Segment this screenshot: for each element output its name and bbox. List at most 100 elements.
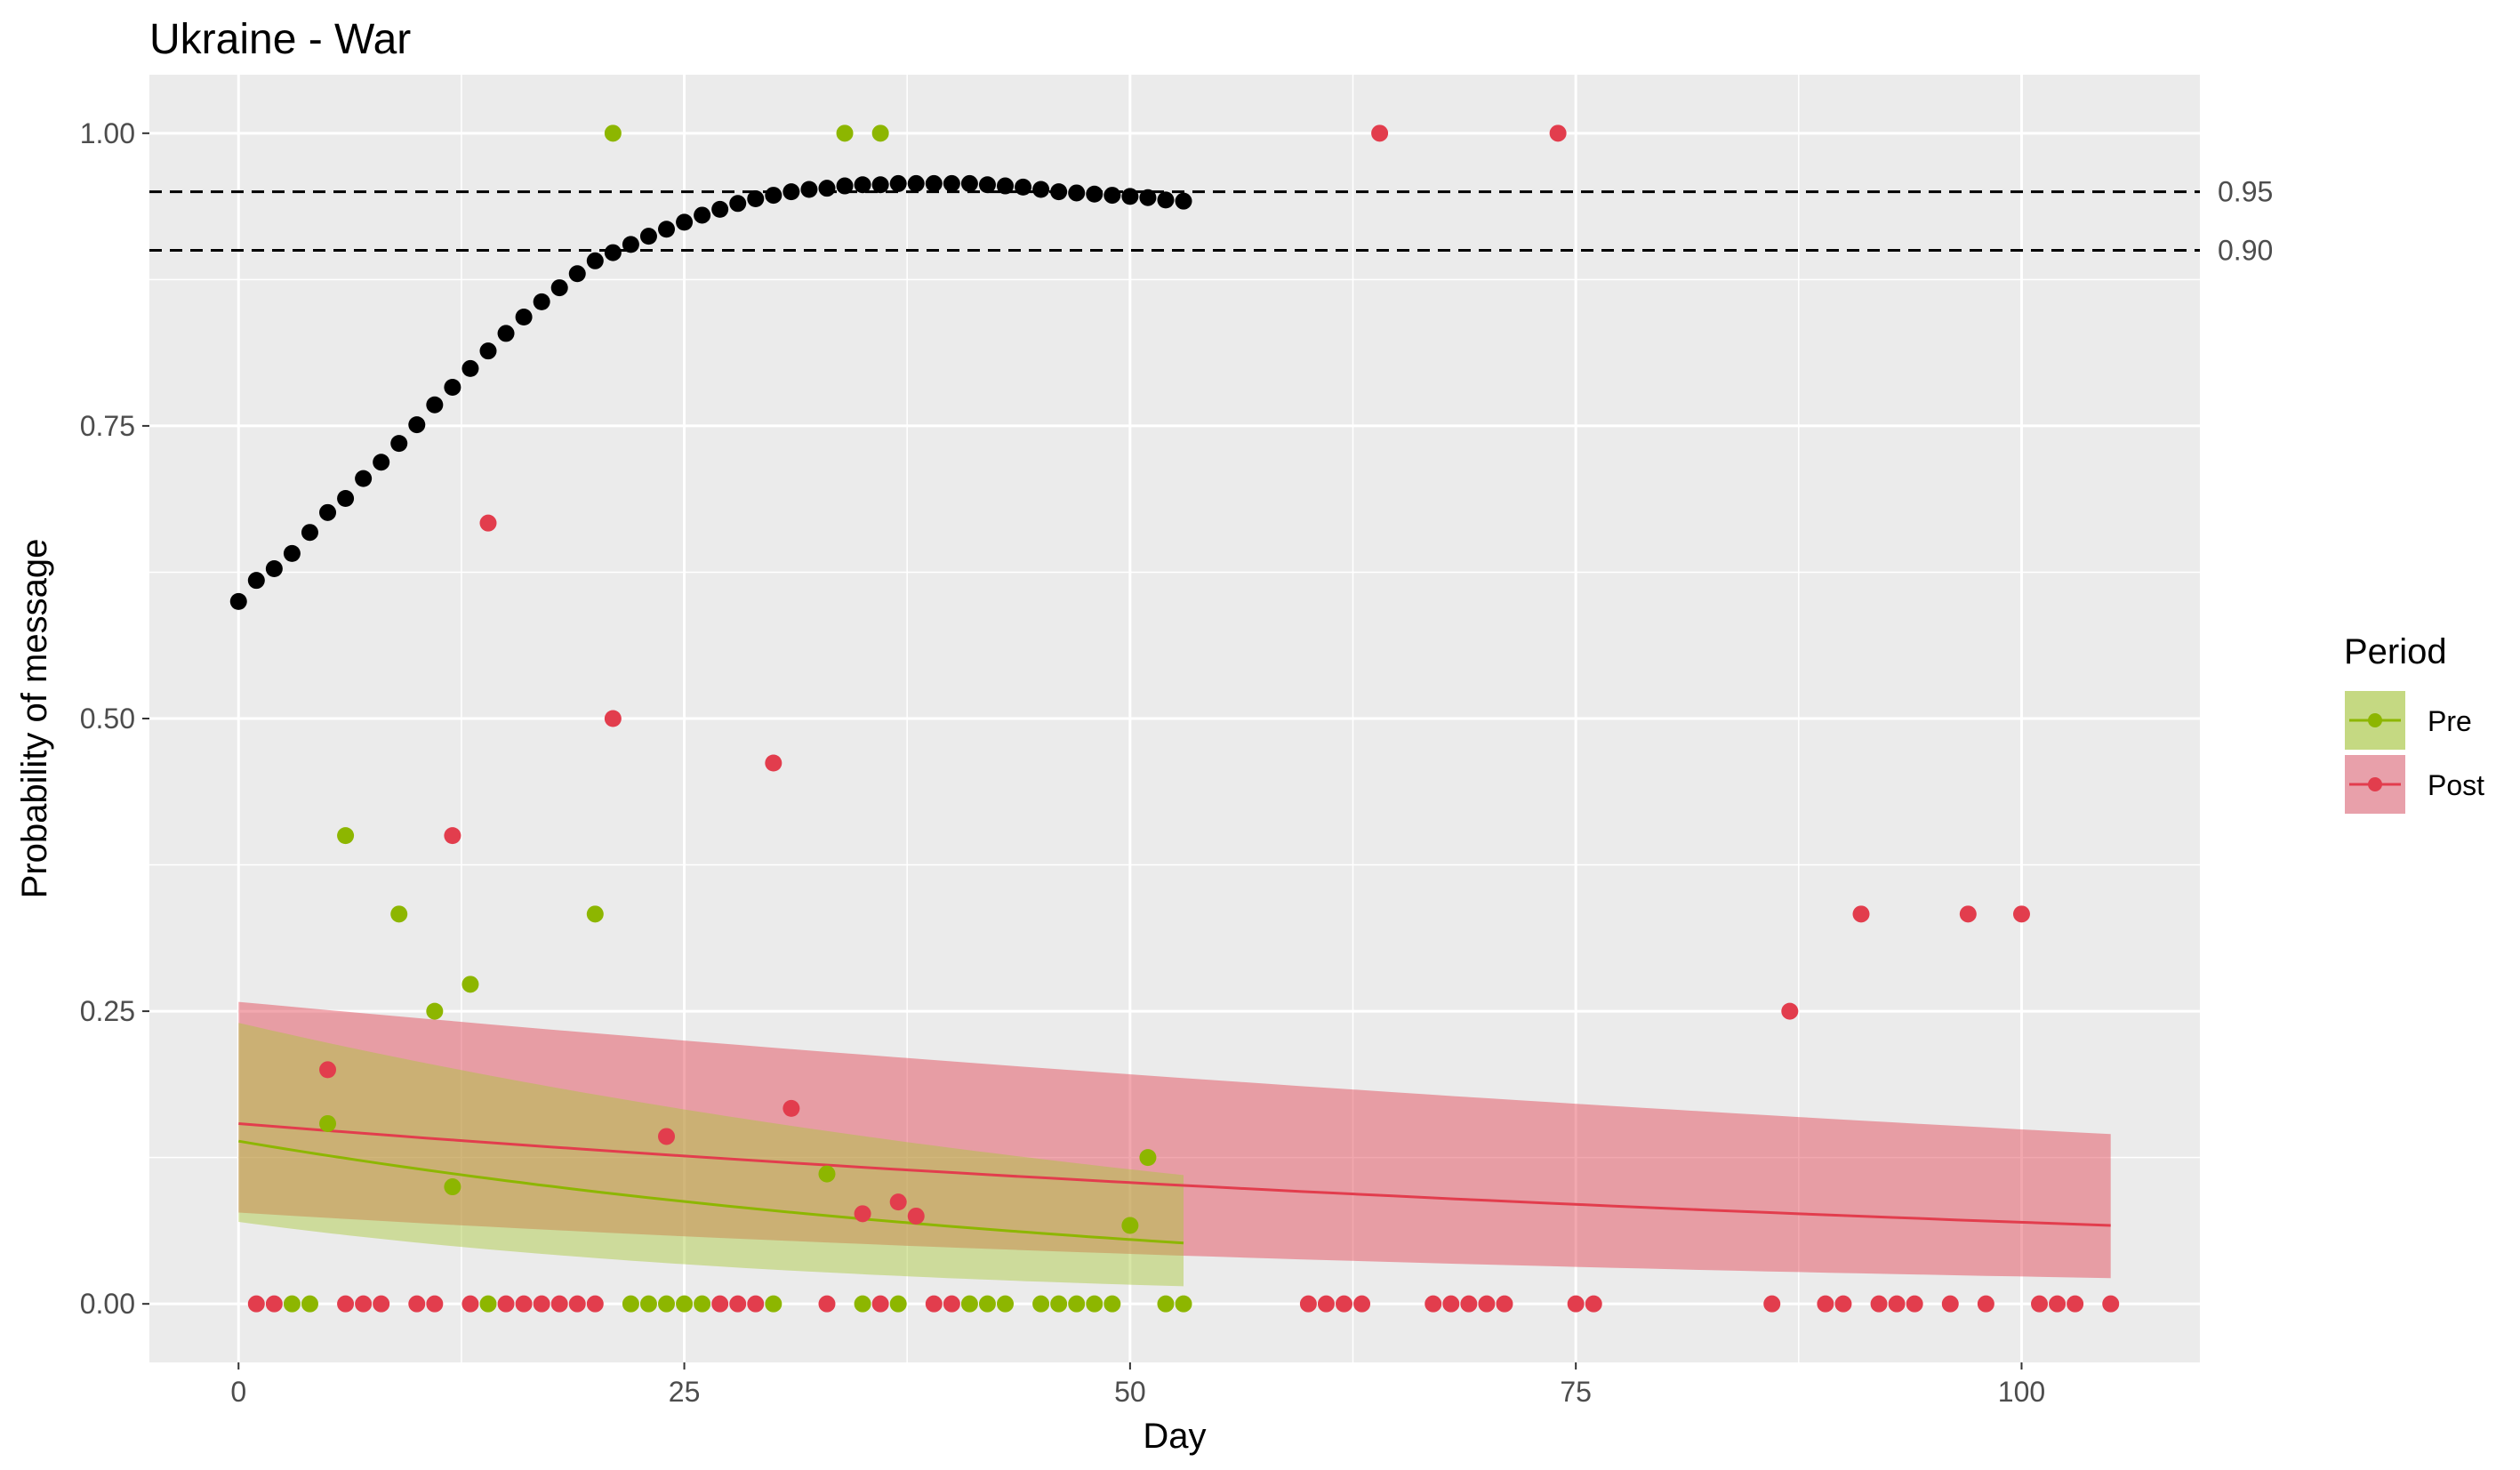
data-point-pre [604, 125, 622, 142]
data-point-pre [1086, 1295, 1104, 1313]
data-point-post [2102, 1295, 2120, 1313]
cumulative-points [229, 174, 1192, 610]
data-point-pre [444, 1178, 461, 1196]
data-point-post [1460, 1295, 1478, 1313]
cumulative-point [247, 572, 265, 590]
data-point-post [1781, 1002, 1799, 1020]
cumulative-point [943, 174, 960, 192]
data-point-pre [426, 1002, 444, 1020]
data-point-pre [1139, 1149, 1157, 1167]
data-point-post [1763, 1295, 1781, 1313]
data-point-post [871, 1295, 889, 1313]
data-point-pre [337, 827, 355, 845]
cumulative-point [390, 435, 408, 453]
cumulative-point [800, 181, 818, 198]
y-axis-title: Probability of message [15, 539, 54, 899]
data-point-post [1585, 1295, 1602, 1313]
cumulative-point [497, 325, 515, 342]
data-point-post [2012, 905, 2030, 923]
cumulative-point [1121, 188, 1139, 205]
confidence-ribbons [238, 1001, 2111, 1287]
legend-point-pre [2368, 713, 2382, 727]
cumulative-point [550, 279, 568, 297]
cumulative-point [283, 544, 301, 562]
data-point-post [1317, 1295, 1335, 1313]
data-point-post [1371, 125, 1389, 142]
data-point-post [1834, 1295, 1852, 1313]
data-point-post [658, 1128, 676, 1145]
cumulative-point [229, 592, 247, 610]
reference-line-label: 0.95 [2218, 176, 2273, 208]
cumulative-point [1086, 185, 1104, 203]
data-point-pre [676, 1295, 694, 1313]
data-point-pre [694, 1295, 711, 1313]
grid-major [149, 75, 2200, 1362]
data-point-post [2031, 1295, 2049, 1313]
ribbon-pre [238, 1023, 1184, 1287]
x-axis-ticks: 0 25 50 75 100 [230, 1362, 2045, 1408]
data-point-pre [997, 1295, 1015, 1313]
cumulative-point [568, 265, 586, 283]
y-tick-label: 0.50 [80, 703, 135, 735]
data-point-pre [622, 1295, 639, 1313]
x-tick-label: 50 [1114, 1376, 1146, 1408]
data-point-post [1549, 125, 1567, 142]
data-point-pre [960, 1295, 978, 1313]
fit-line-post [238, 1122, 2111, 1227]
legend-title: Period [2344, 632, 2447, 671]
cumulative-point [355, 470, 373, 487]
cumulative-point [373, 454, 390, 471]
cumulative-point [1068, 184, 1086, 202]
chart-title: Ukraine - War [149, 16, 411, 63]
data-point-post [586, 1295, 604, 1313]
data-point-pre [1104, 1295, 1121, 1313]
data-point-post [1870, 1295, 1888, 1313]
data-point-post [337, 1295, 355, 1313]
cumulative-point [1175, 192, 1192, 210]
data-point-pre [301, 1295, 318, 1313]
data-point-pre [639, 1295, 657, 1313]
data-point-post [1941, 1295, 1959, 1313]
data-point-post [1425, 1295, 1442, 1313]
y-tick-label: 1.00 [80, 117, 135, 149]
data-point-post [461, 1295, 479, 1313]
data-point-post [1906, 1295, 1923, 1313]
data-point-post [1353, 1295, 1371, 1313]
data-point-pre [586, 905, 604, 923]
data-point-post [1852, 905, 1870, 923]
cumulative-point [711, 200, 729, 218]
data-point-post [408, 1295, 426, 1313]
data-point-post [765, 754, 782, 772]
y-axis-ticks: 0.00 0.25 0.50 0.75 1.00 [80, 117, 149, 1320]
legend-item-post: Post [2343, 753, 2484, 815]
data-point-pre [1157, 1295, 1175, 1313]
cumulative-point [604, 244, 622, 261]
cumulative-point [854, 176, 871, 194]
legend-point-post [2368, 777, 2382, 791]
legend-label-post: Post [2428, 769, 2484, 801]
cumulative-point [1032, 181, 1050, 198]
data-point-post [782, 1099, 800, 1117]
data-point-post [907, 1207, 925, 1225]
data-point-pre [836, 125, 854, 142]
data-point-post [818, 1295, 836, 1313]
reference-lines: 0.95 0.90 [149, 176, 2273, 266]
data-point-post [265, 1295, 283, 1313]
data-point-pre [854, 1295, 871, 1313]
cumulative-point [479, 342, 497, 360]
data-point-post [889, 1193, 907, 1211]
cumulative-point [337, 490, 355, 508]
cumulative-point [658, 221, 676, 238]
x-tick-label: 25 [669, 1376, 701, 1408]
data-point-pre [871, 125, 889, 142]
cumulative-point [1104, 187, 1121, 205]
data-point-post [1335, 1295, 1352, 1313]
post-points [247, 125, 2120, 1313]
data-point-post [604, 710, 622, 727]
data-point-pre [889, 1295, 907, 1313]
data-point-post [1888, 1295, 1906, 1313]
pre-points [283, 125, 1192, 1313]
x-tick-label: 75 [1560, 1376, 1592, 1408]
data-point-pre [283, 1295, 301, 1313]
